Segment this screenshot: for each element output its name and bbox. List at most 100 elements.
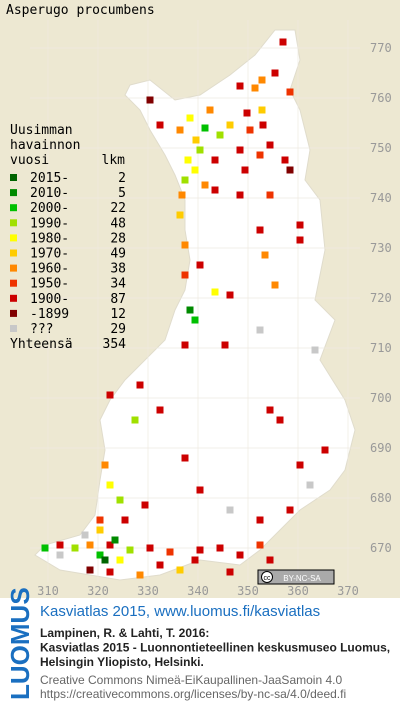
observation-square (256, 226, 264, 234)
legend-count: 34 (110, 277, 126, 292)
observation-square (236, 551, 244, 559)
observation-square (121, 516, 129, 524)
footer-link[interactable]: Kasviatlas 2015, www.luomus.fi/kasviatla… (40, 603, 320, 620)
y-label: 690 (370, 441, 392, 455)
observation-square (176, 211, 184, 219)
legend-swatch (10, 189, 17, 197)
legend-swatch (10, 174, 17, 181)
observation-square (258, 76, 266, 84)
observation-square (226, 506, 234, 514)
y-label: 700 (370, 391, 392, 405)
observation-square (256, 541, 264, 549)
x-label: 340 (187, 584, 209, 598)
legend-total: 354 (103, 337, 127, 352)
license-line: https://creativecommons.org/licenses/by-… (40, 687, 346, 701)
legend-count: 5 (118, 186, 126, 201)
observation-square (106, 541, 114, 549)
observation-square (226, 568, 234, 576)
observation-square (279, 38, 287, 46)
citation-line: Helsingin Yliopisto, Helsinki. (40, 655, 204, 669)
legend-count: 48 (110, 216, 126, 231)
observation-square (211, 156, 219, 164)
legend-swatch (10, 309, 17, 317)
observation-square (192, 136, 200, 144)
observation-square (156, 406, 164, 414)
observation-square (146, 96, 154, 104)
legend-heading: vuosi (10, 153, 49, 168)
observation-square (166, 548, 174, 556)
observation-square (196, 146, 204, 154)
y-label: 760 (370, 91, 392, 105)
y-label: 750 (370, 141, 392, 155)
legend-heading: Uusimman (10, 123, 73, 138)
observation-square (286, 166, 294, 174)
country-outline (34, 29, 356, 581)
x-label: 370 (337, 584, 359, 598)
observation-square (266, 406, 274, 414)
observation-square (184, 156, 192, 164)
observation-square (86, 566, 94, 574)
observation-square (101, 556, 109, 564)
observation-square (286, 506, 294, 514)
observation-square (271, 281, 279, 289)
observation-square (251, 84, 259, 92)
observation-square (271, 69, 279, 77)
legend-swatch (10, 219, 17, 227)
x-label: 320 (87, 584, 109, 598)
observation-square (296, 221, 304, 229)
legend-swatch (10, 234, 17, 242)
y-label: 720 (370, 291, 392, 305)
citation-line: Lampinen, R. & Lahti, T. 2016: (40, 626, 209, 640)
observation-square (106, 391, 114, 399)
legend-label: -1899 (30, 307, 69, 322)
legend-count: 87 (110, 292, 126, 307)
badge-text: BY-NC-SA (283, 574, 321, 583)
observation-square (111, 536, 119, 544)
observation-square (211, 186, 219, 194)
observation-square (201, 124, 209, 132)
legend-swatch (10, 249, 17, 257)
legend-count: 2 (118, 171, 126, 186)
observation-square (126, 546, 134, 554)
logo: LUOMUS (5, 587, 35, 700)
legend-swatch (10, 294, 17, 302)
legend-label: 2010- (30, 186, 69, 201)
observation-square (236, 82, 244, 90)
legend-count: 12 (110, 307, 126, 322)
license-badge: cc BY-NC-SA (257, 569, 335, 585)
observation-square (266, 191, 274, 199)
legend-count: 29 (110, 322, 126, 337)
observation-square (259, 121, 267, 129)
observation-square (106, 481, 114, 489)
x-label: 310 (37, 584, 59, 598)
observation-square (226, 291, 234, 299)
observation-square (156, 121, 164, 129)
observation-square (96, 526, 104, 534)
legend-label: 1970- (30, 247, 69, 262)
observation-square (276, 416, 284, 424)
observation-square (181, 454, 189, 462)
observation-square (186, 114, 194, 122)
legend-label: 1980- (30, 231, 69, 246)
y-label: 730 (370, 241, 392, 255)
observation-square (311, 346, 319, 354)
observation-square (281, 156, 289, 164)
observation-square (196, 486, 204, 494)
observation-square (136, 571, 144, 579)
observation-square (286, 88, 294, 96)
observation-square (96, 516, 104, 524)
observation-square (258, 106, 266, 114)
observation-square (96, 551, 104, 559)
observation-square (296, 461, 304, 469)
x-label: 360 (287, 584, 309, 598)
legend-heading: havainnon (10, 138, 80, 153)
observation-square (156, 561, 164, 569)
observation-square (86, 541, 94, 549)
observation-square (196, 546, 204, 554)
observation-square (116, 496, 124, 504)
observation-square (236, 146, 244, 154)
observation-square (256, 516, 264, 524)
observation-square (56, 541, 64, 549)
observation-square (216, 131, 224, 139)
